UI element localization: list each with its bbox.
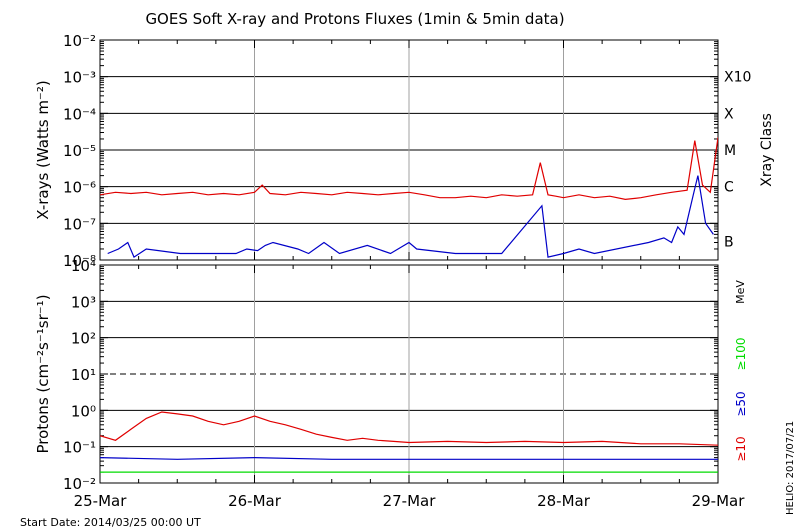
xray-class-label: X	[724, 106, 734, 122]
proton-legend-entry: ≥100	[734, 338, 748, 371]
xray-ytick-label: 10⁻⁷	[63, 215, 96, 233]
x-category-label: 27-Mar	[383, 492, 437, 510]
proton-panel: 10⁻² 10⁻¹ 10⁰ 10¹ 10² 10³ 10⁴ Protons (cm⁻²s⁻¹s…	[34, 257, 748, 510]
protons-ytick-label: 10⁴	[71, 257, 96, 275]
energy-unit-label: MeV	[734, 280, 747, 304]
xray-ytick-label: 10⁻⁸	[63, 252, 96, 270]
protons-ytick-label: 10³	[71, 293, 96, 311]
xray-ytick-label: 10⁻³	[63, 69, 96, 87]
xray-ytick-label: 10⁻²	[63, 32, 96, 50]
x-category-label: 26-Mar	[228, 492, 282, 510]
credit-label: HELIO: 2017/07/21	[785, 421, 796, 515]
xray-ylabel: X-rays (Watts m⁻²)	[34, 80, 52, 219]
xray-class-axis-label: Xray Class	[759, 113, 775, 187]
proton-legend-entry: ≥50	[734, 391, 748, 416]
protons-ytick-label: 10⁰	[71, 402, 96, 420]
protons-ytick-label: 10⁻²	[63, 475, 96, 493]
xray-ytick-label: 10⁻⁴	[63, 105, 96, 123]
protons-ytick-label: 10⁻¹	[63, 439, 96, 457]
xray-series-0-line	[100, 137, 718, 201]
protons-ytick-label: 10¹	[71, 366, 96, 384]
xray-ytick-label: 10⁻⁵	[63, 142, 96, 160]
xray-class-label: X10	[724, 70, 751, 86]
proton-legend-entry: ≥10	[734, 436, 748, 461]
protons-series-1-line	[100, 456, 718, 460]
protons-series-0-line	[100, 411, 718, 446]
xray-panel: 10⁻⁸ 10⁻⁷ 10⁻⁶ 10⁻⁵ 10⁻⁴ 10⁻³ 10⁻² X-rays (Watt…	[34, 32, 775, 270]
xray-class-label: B	[724, 235, 734, 251]
xray-ytick-label: 10⁻⁶	[63, 179, 96, 197]
start-date-label: Start Date: 2014/03/25 00:00 UT	[20, 516, 201, 529]
xray-series-1-line	[107, 175, 714, 258]
protons-ytick-label: 10²	[71, 330, 96, 348]
x-category-label: 28-Mar	[537, 492, 591, 510]
chart-title: GOES Soft X-ray and Protons Fluxes (1min…	[145, 10, 564, 28]
xray-class-label: M	[724, 143, 736, 159]
protons-ylabel: Protons (cm⁻²s⁻¹sr⁻¹)	[34, 294, 52, 453]
x-category-label: 25-Mar	[74, 492, 128, 510]
xray-class-label: C	[724, 180, 734, 196]
x-category-label: 29-Mar	[692, 492, 746, 510]
